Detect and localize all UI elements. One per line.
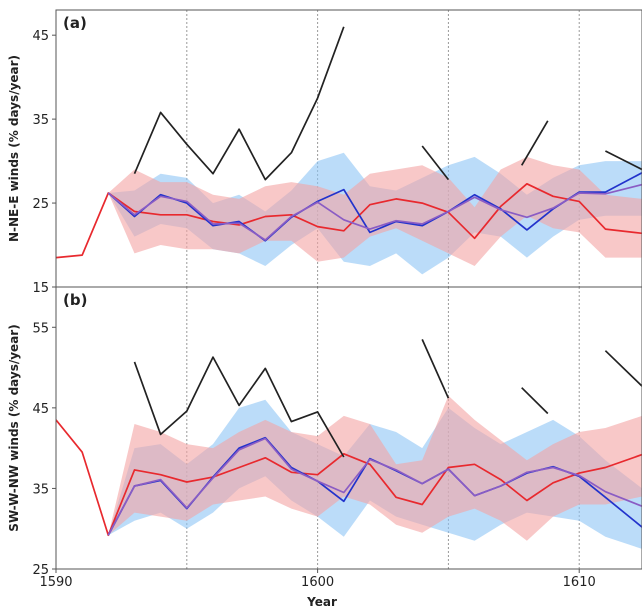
plot-area	[56, 26, 642, 275]
series-line-e8292e-0	[56, 182, 642, 259]
uncertainty-band-2	[56, 156, 642, 266]
panel-label: (a)	[63, 14, 87, 32]
series-line-222222-3	[605, 150, 642, 171]
y-tick-label: 25	[32, 563, 49, 578]
y-tick-label: 35	[32, 113, 49, 128]
y-tick-label: 15	[32, 281, 49, 296]
y-tick-label: 25	[32, 197, 49, 212]
y-tick-label: 45	[32, 29, 49, 44]
series-line-222222-0	[133, 356, 345, 458]
y-axis-label: N-NE-E winds (% days/year)	[7, 55, 21, 242]
plot-frame	[55, 286, 642, 570]
x-axis-label: Year	[306, 595, 337, 609]
series-line-222222-0	[133, 26, 345, 181]
uncertainty-band-2	[56, 395, 642, 541]
y-tick-label: 35	[32, 482, 49, 497]
series-line-8a5cc4-0	[107, 183, 642, 241]
series-line-2233cc-0	[107, 172, 642, 242]
series-line-222222-1	[421, 145, 450, 181]
series-line-222222-2	[520, 120, 549, 166]
y-axis-label: SW-W-NW winds (% days/year)	[7, 324, 21, 531]
panel-b: 25 35 45 55 1590 1600 1610 (b) SW-W-NW winds (% …	[7, 286, 642, 609]
panel-label: (b)	[63, 291, 87, 309]
series-line-e8292e-0	[56, 419, 642, 537]
x-tick-label: 1610	[563, 575, 596, 590]
series-line-8a5cc4-0	[107, 437, 642, 536]
x-tick-label: 1600	[301, 575, 334, 590]
y-tick-label: 55	[32, 321, 49, 336]
series-line-222222-1	[421, 339, 450, 399]
x-tick-label: 1590	[39, 575, 72, 590]
plot-area	[56, 339, 642, 549]
series-line-222222-2	[521, 387, 549, 415]
panel-a: 15 25 35 45 (a) N-NE-E winds (% days/year)	[7, 9, 642, 296]
series-line-222222-3	[604, 350, 642, 387]
y-tick-label: 45	[32, 402, 49, 417]
